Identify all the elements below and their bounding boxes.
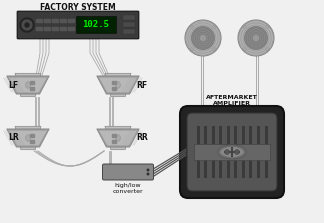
Bar: [219, 126, 222, 178]
Bar: [30, 134, 34, 136]
Bar: [44, 19, 50, 22]
Text: high/low
converter: high/low converter: [113, 184, 143, 194]
FancyBboxPatch shape: [102, 164, 154, 180]
Bar: [52, 27, 58, 30]
Polygon shape: [15, 126, 41, 150]
Circle shape: [199, 34, 207, 42]
Bar: [249, 126, 252, 178]
Text: LR: LR: [8, 134, 19, 142]
Polygon shape: [15, 73, 41, 97]
FancyBboxPatch shape: [17, 11, 139, 39]
Bar: [68, 27, 74, 30]
Bar: [60, 27, 66, 30]
Bar: [60, 19, 66, 22]
Circle shape: [146, 173, 149, 176]
Ellipse shape: [116, 135, 120, 141]
Circle shape: [185, 20, 221, 56]
Circle shape: [266, 25, 269, 28]
FancyBboxPatch shape: [180, 106, 284, 198]
Bar: [112, 87, 116, 89]
Ellipse shape: [116, 82, 120, 88]
Polygon shape: [98, 77, 137, 93]
Circle shape: [191, 27, 214, 50]
Bar: [227, 126, 230, 178]
Bar: [36, 19, 42, 22]
Bar: [123, 22, 135, 27]
Circle shape: [146, 169, 149, 171]
FancyBboxPatch shape: [187, 113, 277, 191]
FancyBboxPatch shape: [76, 16, 116, 33]
Bar: [68, 19, 74, 22]
Polygon shape: [8, 77, 48, 93]
Circle shape: [22, 20, 32, 30]
Bar: [112, 81, 116, 83]
Circle shape: [252, 34, 260, 42]
Text: RF: RF: [136, 81, 147, 89]
Bar: [123, 29, 135, 34]
Bar: [242, 126, 245, 178]
Bar: [112, 140, 116, 142]
Bar: [194, 144, 270, 160]
Bar: [30, 81, 34, 83]
Circle shape: [213, 25, 216, 28]
Bar: [196, 126, 200, 178]
Text: LF: LF: [8, 81, 18, 89]
Bar: [112, 134, 116, 136]
Circle shape: [243, 25, 246, 28]
Polygon shape: [105, 73, 131, 97]
Circle shape: [213, 48, 216, 51]
Circle shape: [191, 48, 193, 51]
Bar: [123, 15, 135, 20]
Text: RR: RR: [136, 134, 148, 142]
Bar: [44, 27, 50, 30]
Circle shape: [225, 149, 229, 155]
Polygon shape: [98, 130, 137, 146]
Bar: [204, 126, 207, 178]
Circle shape: [191, 25, 193, 28]
Text: 102.5: 102.5: [83, 20, 110, 29]
Ellipse shape: [26, 82, 30, 88]
Bar: [212, 126, 214, 178]
Circle shape: [266, 48, 269, 51]
Bar: [264, 126, 268, 178]
Circle shape: [243, 48, 246, 51]
Ellipse shape: [220, 147, 244, 157]
Bar: [30, 87, 34, 89]
Bar: [36, 27, 42, 30]
Polygon shape: [7, 129, 49, 147]
Polygon shape: [105, 126, 131, 150]
Bar: [52, 19, 58, 22]
Ellipse shape: [26, 135, 30, 141]
Ellipse shape: [218, 145, 246, 159]
Circle shape: [20, 18, 34, 32]
Circle shape: [235, 149, 239, 155]
Polygon shape: [7, 76, 49, 94]
Bar: [234, 126, 237, 178]
Text: AFTERMARKET
AMPLIFIER: AFTERMARKET AMPLIFIER: [206, 95, 258, 106]
Circle shape: [238, 20, 274, 56]
Polygon shape: [97, 76, 139, 94]
Bar: [257, 126, 260, 178]
Text: FACTORY SYSTEM: FACTORY SYSTEM: [40, 2, 116, 12]
Circle shape: [25, 23, 29, 27]
Polygon shape: [8, 130, 48, 146]
Circle shape: [245, 27, 268, 50]
Bar: [30, 140, 34, 142]
Polygon shape: [97, 129, 139, 147]
